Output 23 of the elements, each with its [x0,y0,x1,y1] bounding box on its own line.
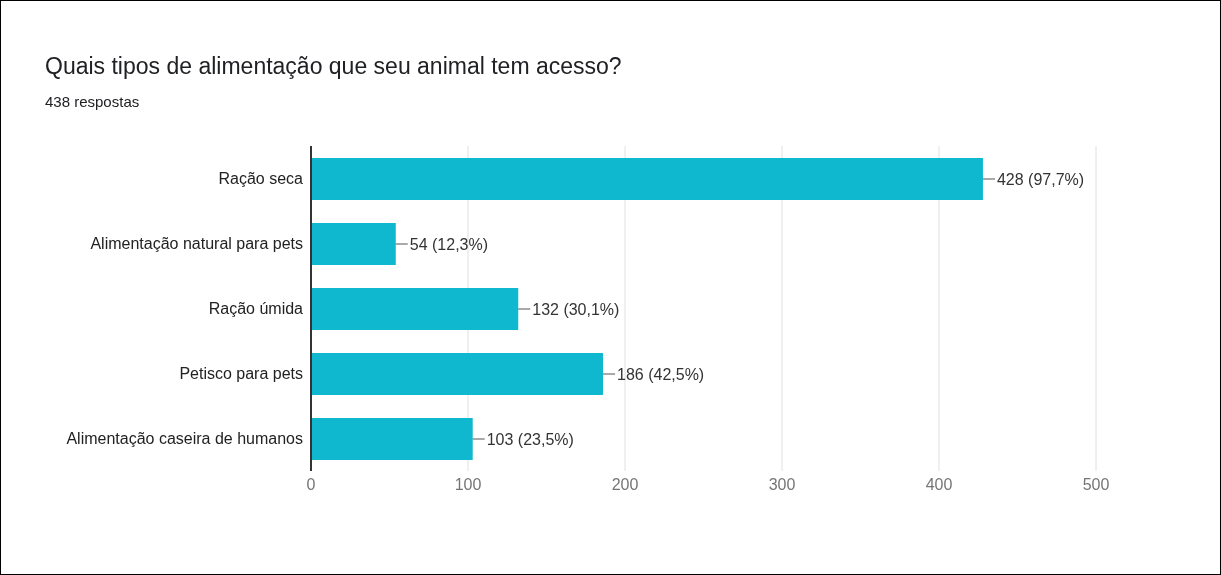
data-label: 132 (30,1%) [532,300,620,318]
bar [311,223,396,265]
data-label: 103 (23,5%) [486,430,574,448]
y-tick-label: Alimentação natural para pets [90,235,303,253]
x-tick-label: 0 [306,476,316,494]
x-tick-label: 100 [454,476,482,494]
text: 438 respostas [45,93,140,110]
data-label: 186 (42,5%) [617,365,705,383]
bar [311,288,519,330]
chart-title: Quais tipos de alimentação que seu animal tem acesso? [45,53,622,80]
y-tick-label: Ração úmida [208,300,304,318]
bar [311,353,604,395]
y-tick-label: Petisco para pets [179,365,303,383]
data-label: 428 (97,7%) [996,170,1085,188]
data-label: 54 (12,3%) [409,235,489,253]
bar [311,418,473,460]
y-tick-label: Ração seca [218,170,304,188]
x-tick-label: 500 [1082,476,1110,494]
x-tick-label: 400 [925,476,953,494]
bar [311,158,983,200]
x-tick-label: 300 [768,476,796,494]
y-tick-label: Alimentação caseira de humanos [66,430,303,448]
x-tick-label: 200 [611,476,639,494]
